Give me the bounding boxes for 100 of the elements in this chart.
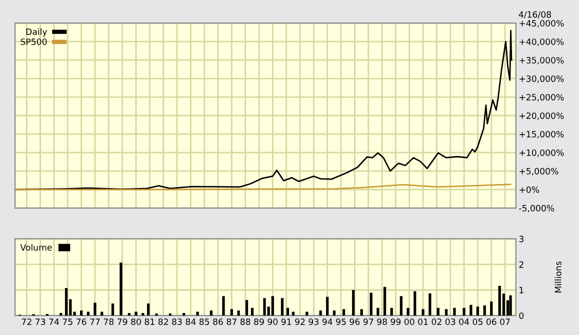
x-tick-label: 82	[158, 318, 168, 326]
x-tick-label: 88	[240, 318, 250, 326]
bar	[245, 300, 248, 316]
y-tick-label: 1	[520, 286, 524, 294]
bar	[100, 312, 104, 316]
bar	[86, 312, 90, 316]
bar	[462, 308, 466, 316]
bar	[400, 296, 402, 316]
bar	[80, 310, 83, 316]
bar	[280, 298, 284, 316]
x-tick-label: 75	[62, 318, 72, 326]
y-tick-label: +20,000%	[520, 112, 564, 120]
x-tick-label: 99	[390, 318, 401, 326]
bar	[422, 309, 424, 316]
bar	[509, 295, 512, 316]
bar	[182, 313, 186, 316]
bar	[222, 296, 225, 316]
x-tick-label: 76	[76, 318, 86, 326]
x-tick-label: 86	[213, 318, 223, 326]
x-tick-label: 00	[404, 318, 414, 326]
bar	[490, 302, 493, 316]
bar	[370, 292, 372, 316]
bar	[332, 310, 336, 316]
x-tick-label: 73	[36, 318, 46, 326]
x-tick-label: 77	[90, 318, 100, 325]
y-tick-label: 3	[519, 236, 524, 242]
legend-label: Daily	[26, 28, 48, 37]
y-tick-label: +40,000%	[520, 38, 564, 46]
bar	[436, 308, 440, 316]
y-tick-label: +25,000%	[520, 94, 564, 102]
bar	[498, 286, 501, 316]
y-tick-label: +30,000%	[520, 75, 564, 83]
bar	[453, 308, 456, 316]
bar	[390, 308, 393, 316]
bar	[352, 290, 355, 316]
bar	[292, 312, 295, 316]
bar	[64, 288, 68, 316]
y-tick-label: +0%	[520, 186, 540, 193]
x-tick-label: 91	[281, 318, 292, 326]
bar	[60, 313, 62, 316]
x-tick-label: 96	[350, 318, 360, 326]
x-tick-label: 85	[199, 318, 210, 326]
x-tick-label: 83	[172, 318, 182, 326]
x-tick-label: 98	[377, 318, 387, 326]
bar	[111, 304, 114, 316]
bar	[483, 305, 486, 316]
bar	[210, 310, 213, 316]
bar	[196, 312, 199, 316]
bar	[376, 308, 380, 316]
x-tick-label: 79	[118, 318, 128, 326]
bar	[470, 304, 472, 316]
bar	[342, 309, 346, 316]
x-tick-label: 02	[432, 318, 442, 326]
x-tick-label: 87	[226, 318, 236, 326]
bar	[94, 302, 96, 316]
y-tick-label: +15,000%	[520, 130, 564, 138]
x-tick-label: 94	[322, 318, 332, 326]
bar	[428, 293, 432, 316]
bar	[250, 308, 254, 316]
bar	[414, 291, 416, 316]
x-tick-label: 74	[49, 318, 59, 325]
x-tick-label: 72	[22, 318, 32, 325]
y-axis-title: Millions	[554, 262, 562, 292]
bar	[120, 262, 122, 316]
bar	[263, 298, 266, 316]
x-tick-label: 80	[131, 318, 141, 326]
bar	[476, 306, 480, 316]
legend-label: SP500	[20, 38, 47, 46]
bar	[237, 310, 240, 316]
x-tick-label: 90	[268, 318, 278, 326]
bar	[134, 312, 138, 316]
y-tick-label: 0	[519, 312, 524, 319]
x-tick-label: 89	[254, 318, 264, 326]
x-tick-label: 01	[418, 318, 428, 326]
x-tick-label: 84	[186, 318, 196, 326]
bar	[147, 304, 150, 316]
y-tick-label: -5,000%	[519, 204, 554, 212]
bar	[326, 296, 329, 316]
y-tick-label: 2	[519, 261, 524, 268]
y-tick-label: +45,000%	[520, 20, 564, 28]
y-tick-label: +10,000%	[520, 149, 564, 157]
x-tick-label: 04	[459, 318, 470, 326]
x-tick-label: 06	[486, 318, 496, 326]
y-tick-label: +35,000%	[520, 56, 564, 64]
bar	[128, 313, 131, 316]
bar	[230, 309, 233, 316]
x-tick-label: 93	[308, 318, 318, 326]
bar	[142, 313, 144, 316]
bar	[444, 309, 448, 316]
x-tick-label: 78	[104, 318, 114, 326]
x-tick-label: 92	[295, 318, 305, 326]
x-tick-label: 81	[144, 318, 154, 326]
x-tick-label: 03	[445, 318, 456, 326]
y-tick-label: +5,000%	[520, 168, 558, 176]
bar	[271, 296, 274, 316]
bar	[306, 312, 308, 316]
x-tick-label: 05	[472, 318, 482, 326]
legend-label: Volume	[20, 244, 52, 251]
x-tick-label: 07	[500, 318, 510, 326]
bar	[319, 310, 322, 316]
